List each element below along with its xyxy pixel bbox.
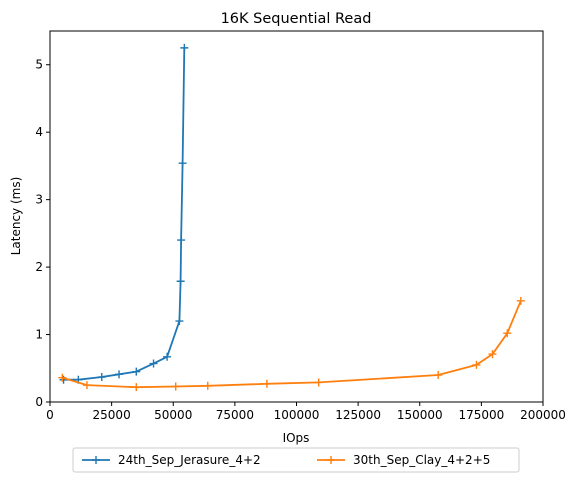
legend-label-1: 24th_Sep_Jerasure_4+2: [118, 453, 261, 467]
x-tick-label: 150000: [397, 408, 443, 422]
series-layer: [58, 43, 525, 392]
data-point: [503, 329, 512, 338]
data-point: [97, 373, 106, 382]
x-tick-label: 175000: [458, 408, 504, 422]
y-tick-label: 4: [35, 125, 43, 139]
data-point: [314, 378, 323, 387]
data-point: [180, 43, 189, 52]
data-point: [132, 383, 141, 392]
x-axis-label: IOps: [283, 431, 310, 445]
x-tick-label: 200000: [520, 408, 566, 422]
legend-marker-2: [327, 456, 335, 464]
x-tick-label: 125000: [335, 408, 381, 422]
legend-marker-1: [92, 456, 100, 464]
data-point: [488, 350, 497, 359]
chart-title: 16K Sequential Read: [221, 11, 372, 27]
data-point: [149, 359, 158, 368]
y-tick-label: 1: [35, 328, 43, 342]
data-point: [203, 381, 212, 390]
y-tick-label: 5: [35, 58, 43, 72]
series-line-2: [62, 300, 522, 389]
y-tick-label: 2: [35, 260, 43, 274]
data-point: [115, 370, 124, 379]
x-tick-label: 0: [46, 408, 54, 422]
y-tick-label: 0: [35, 395, 43, 409]
x-tick-label: 50000: [154, 408, 192, 422]
data-point: [177, 236, 186, 245]
y-tick-label: 3: [35, 193, 43, 207]
data-point: [434, 371, 443, 380]
legend: 24th_Sep_Jerasure_4+2 30th_Sep_Clay_4+2+5: [72, 447, 520, 473]
y-axis: 0 1 2 3 4 5: [35, 58, 50, 409]
y-axis-label: Latency (ms): [9, 177, 23, 256]
data-point: [171, 382, 180, 391]
legend-label-2: 30th_Sep_Clay_4+2+5: [353, 453, 490, 467]
data-point: [58, 373, 67, 382]
data-point: [176, 277, 185, 286]
data-point: [82, 381, 91, 390]
data-point: [163, 352, 172, 361]
data-point: [516, 296, 525, 305]
x-axis: 0 25000 50000 75000 100000 125000 150000 175000…: [46, 402, 566, 422]
data-point: [472, 360, 481, 369]
data-point: [262, 379, 271, 388]
x-tick-label: 25000: [93, 408, 131, 422]
legend-box: [72, 447, 520, 473]
data-point: [132, 367, 141, 376]
data-point: [175, 317, 184, 326]
x-tick-label: 100000: [274, 408, 320, 422]
plot-area: [49, 30, 544, 403]
data-point: [178, 159, 187, 168]
x-tick-label: 75000: [216, 408, 254, 422]
